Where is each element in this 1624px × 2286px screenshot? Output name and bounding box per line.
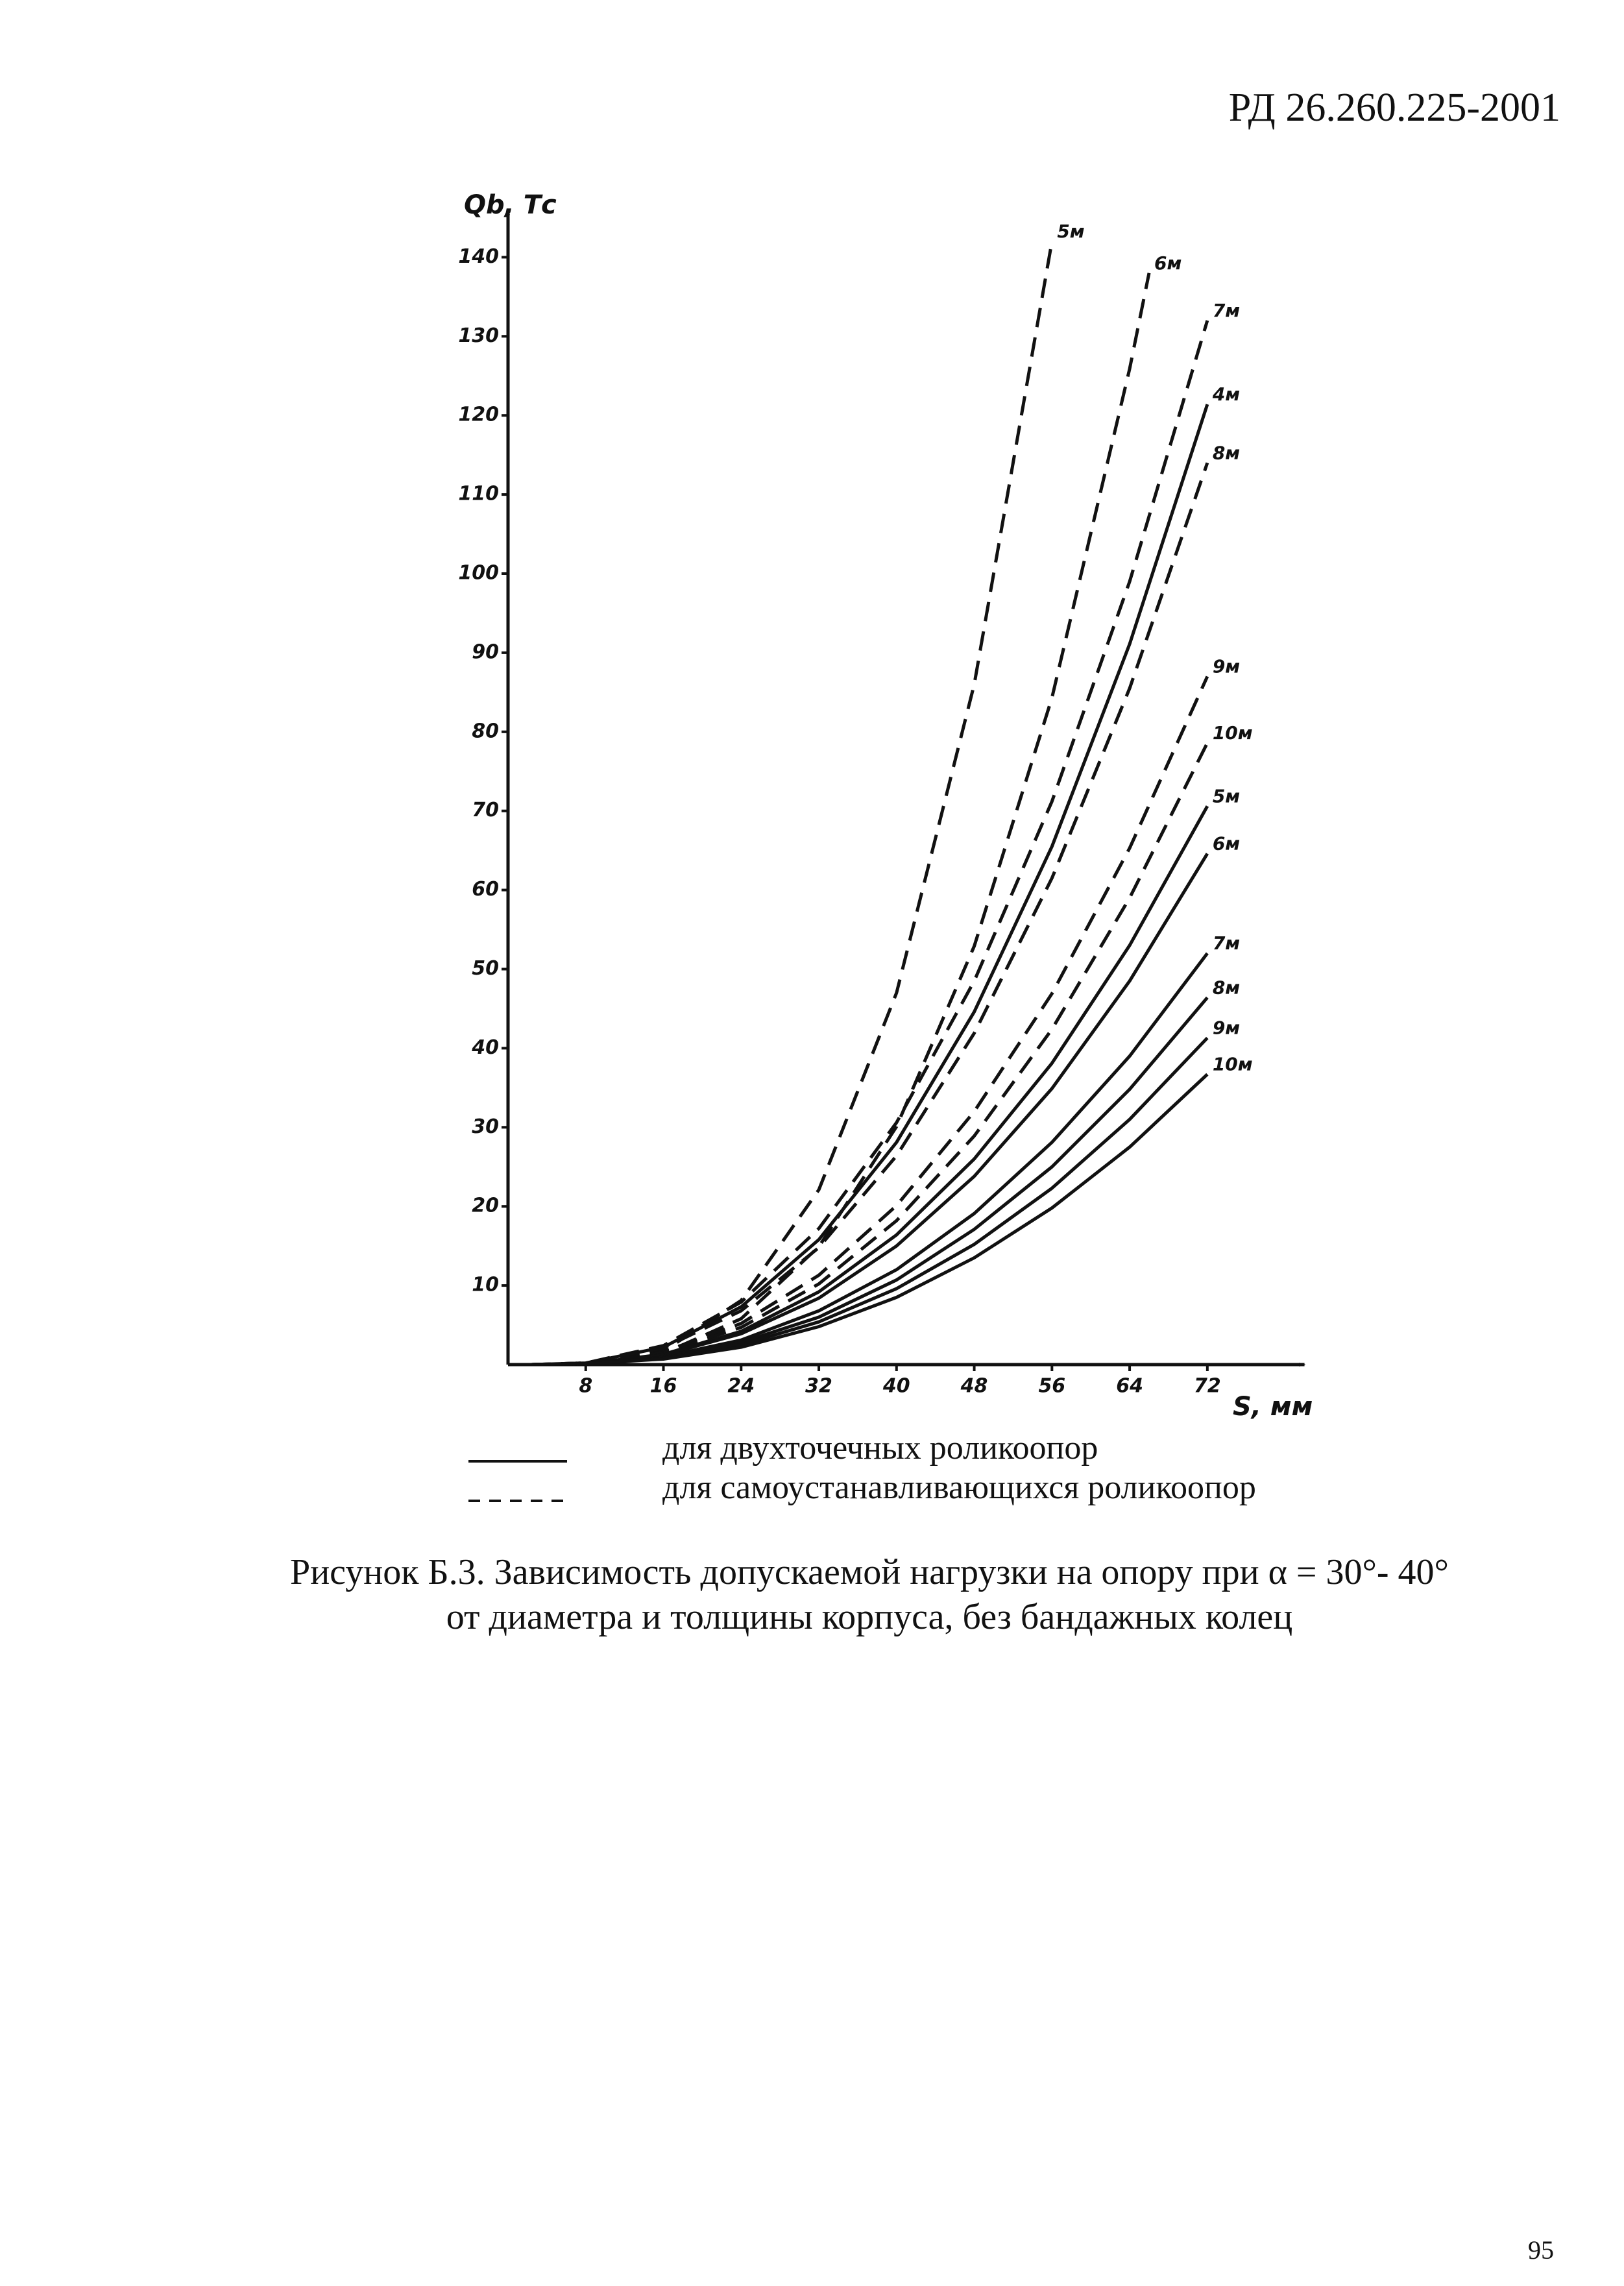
x-tick-label: 72: [1194, 1375, 1221, 1398]
header-code: РД 26.260.225-2001: [1229, 86, 1560, 130]
curve: [531, 1073, 1209, 1367]
curve: [531, 404, 1209, 1367]
caption-line: от диаметра и толщины корпуса, без банда…: [446, 1597, 1292, 1637]
x-tick-label: 8: [579, 1375, 592, 1398]
legend-label: для самоустанавливающихся роликоопор: [662, 1469, 1256, 1506]
curve-label: 5м: [1057, 221, 1084, 242]
y-axis-label: Qb, Тс: [464, 190, 557, 220]
curve: [531, 853, 1209, 1367]
curve-label: 10м: [1213, 1054, 1253, 1075]
y-tick-label: 20: [472, 1195, 499, 1217]
y-tick-label: 100: [458, 562, 499, 585]
y-tick-label: 60: [472, 878, 499, 901]
curve: [531, 996, 1209, 1367]
curve-label: 9м: [1213, 655, 1240, 677]
y-tick-label: 40: [471, 1036, 499, 1059]
y-tick-label: 120: [458, 404, 499, 426]
y-tick-label: 80: [472, 720, 499, 742]
curve-label: 8м: [1213, 442, 1240, 463]
legend-label: для двухточечных роликоопор: [662, 1429, 1098, 1466]
x-tick-label: 24: [727, 1375, 755, 1398]
y-tick-label: 130: [458, 324, 499, 347]
curve-label: 7м: [1213, 300, 1240, 321]
y-tick-label: 30: [472, 1115, 499, 1138]
curve-label: 4м: [1212, 383, 1240, 405]
y-tick-label: 140: [458, 245, 499, 268]
x-tick-label: 56: [1038, 1375, 1065, 1398]
y-tick-label: 10: [472, 1274, 499, 1296]
curve: [531, 462, 1209, 1367]
x-tick-label: 16: [650, 1375, 677, 1398]
x-tick-label: 32: [805, 1375, 832, 1398]
curve-label: 6м: [1154, 252, 1182, 274]
curve: [531, 241, 1054, 1367]
page-number: 95: [1528, 2235, 1554, 2265]
curve-label: 6м: [1213, 833, 1240, 855]
y-tick-label: 70: [472, 799, 499, 821]
curve-label: 5м: [1213, 785, 1240, 807]
curve: [531, 320, 1209, 1367]
curve-label: 8м: [1213, 977, 1240, 998]
curve: [531, 742, 1209, 1367]
curve-label: 10м: [1213, 722, 1253, 744]
caption-line: Рисунок Б.3. Зависимость допускаемой наг…: [290, 1552, 1449, 1592]
y-tick-label: 50: [472, 957, 499, 980]
curve-label: 9м: [1213, 1017, 1240, 1039]
curve: [531, 1036, 1209, 1367]
y-tick-label: 90: [472, 640, 499, 663]
curve: [531, 675, 1209, 1367]
curve-label: 7м: [1213, 932, 1240, 954]
x-tick-label: 40: [882, 1375, 910, 1398]
x-tick-label: 48: [960, 1375, 988, 1398]
x-tick-label: 64: [1116, 1375, 1143, 1398]
y-tick-label: 110: [458, 483, 499, 505]
x-axis-label: S, мм: [1233, 1392, 1313, 1422]
